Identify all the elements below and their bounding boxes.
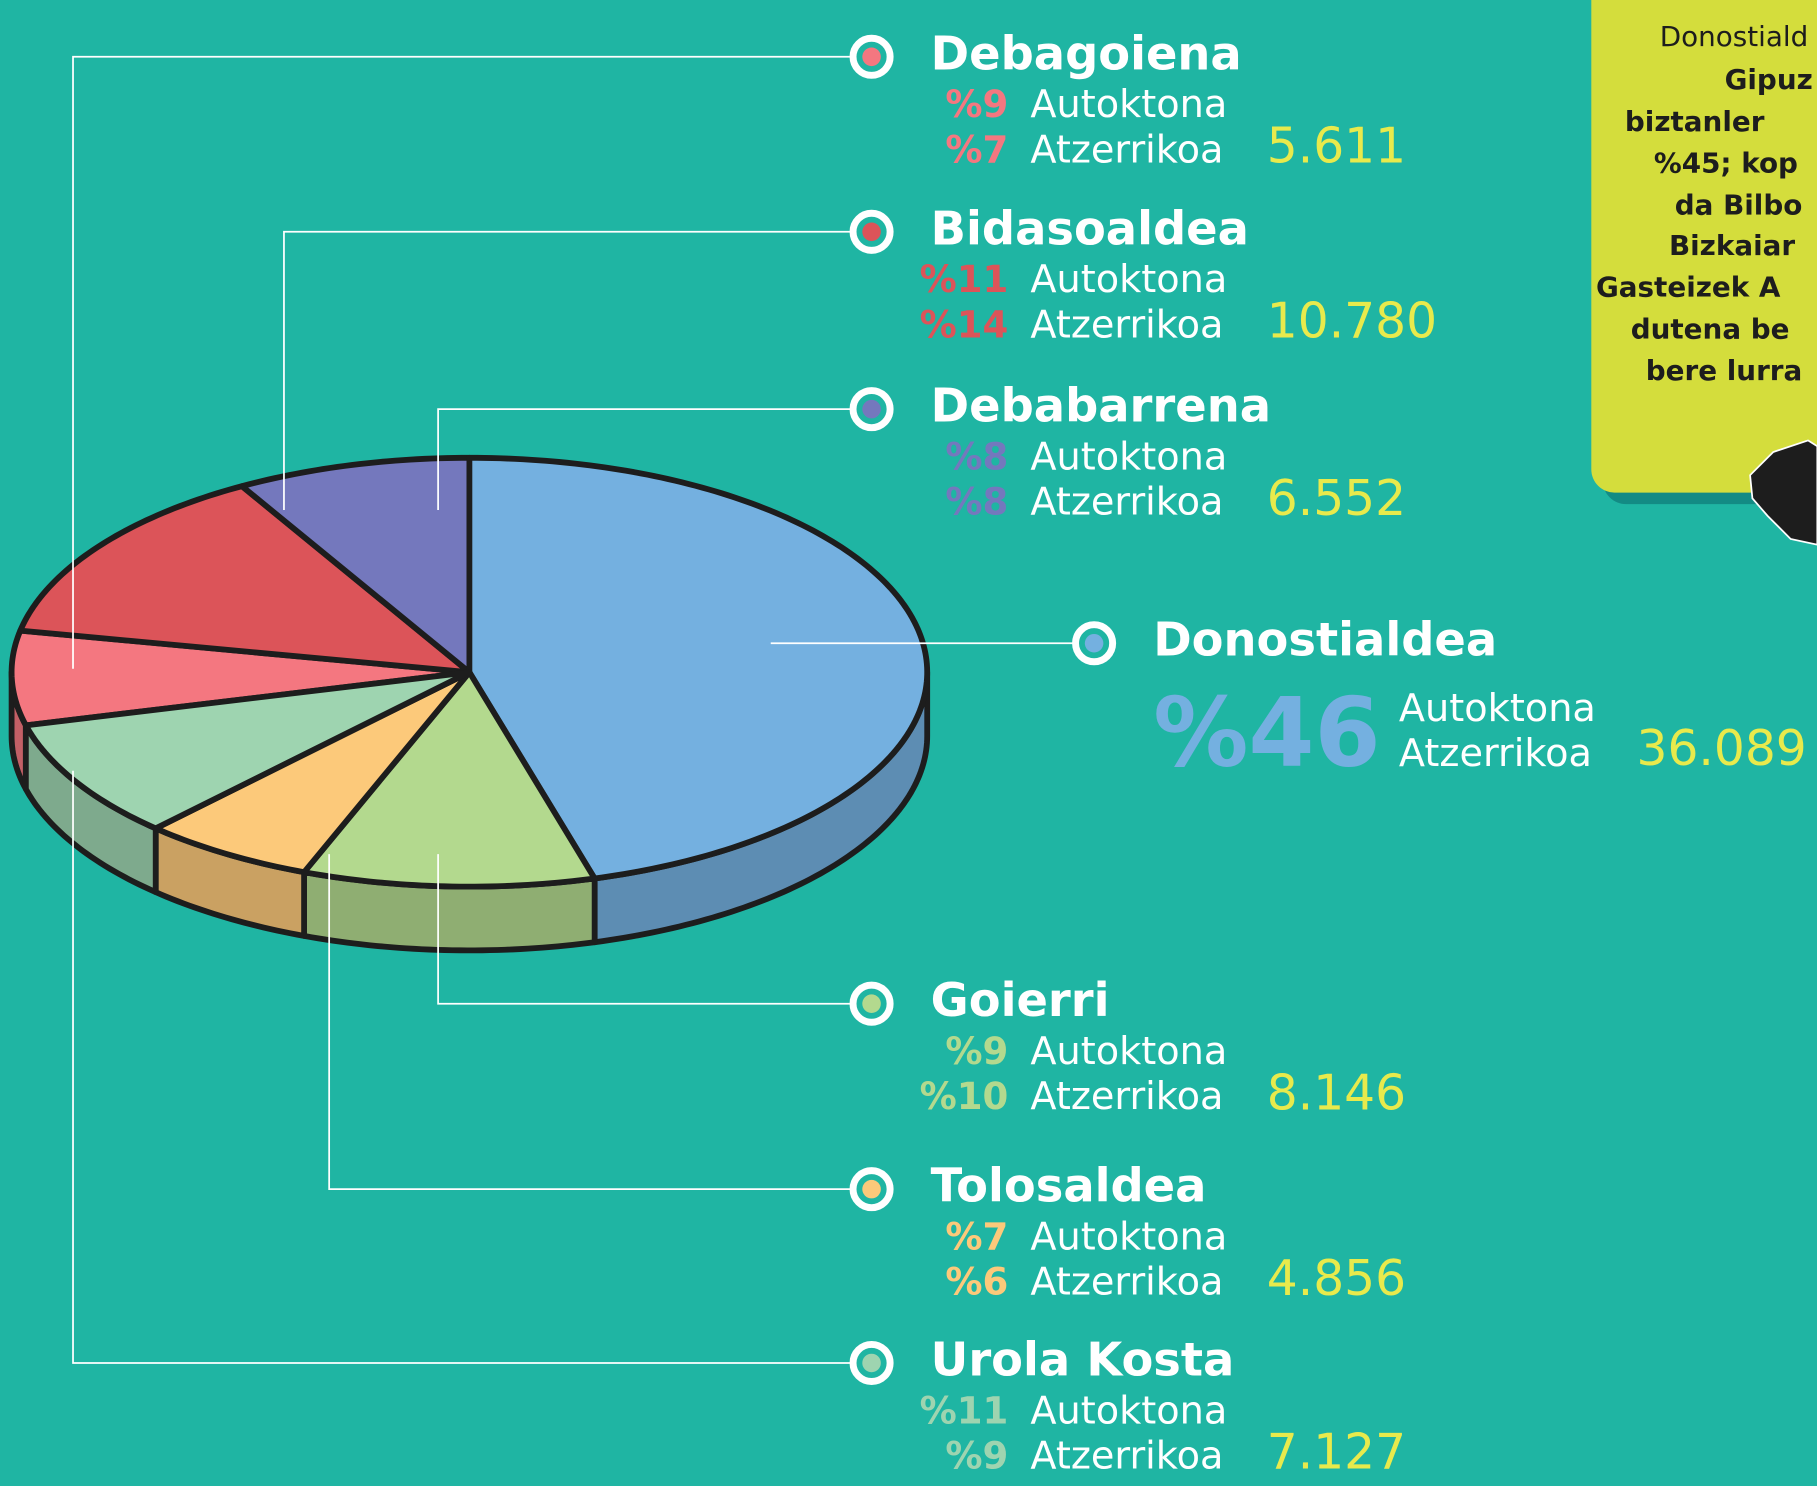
marker-dot (862, 1353, 881, 1373)
pie-tops (8, 454, 931, 890)
region-name: Tolosaldea (931, 1159, 1207, 1213)
chart-area: Donostiald Gipuz biztanler %45; kop da Bilbo… (8, 0, 1817, 1481)
note-line: biztanler (1625, 105, 1765, 138)
legend-word: Autoktona (1399, 687, 1596, 731)
region-name: Debagoiena (931, 26, 1242, 80)
share-label: %6 (945, 1261, 1008, 1304)
legend-word: Atzerrikoa (1030, 1261, 1223, 1305)
share-label: %9 (945, 1030, 1008, 1073)
marker-dot (862, 399, 881, 419)
note-line: Donostiald (1660, 20, 1809, 53)
count-label: 10.780 (1267, 294, 1437, 350)
share-label: %9 (945, 1435, 1008, 1478)
marker-dot (862, 1179, 881, 1199)
marker-dot (1084, 633, 1104, 653)
note-line: bere lurra (1646, 354, 1802, 387)
share-label: %8 (945, 435, 1008, 478)
share-label: %8 (945, 481, 1008, 524)
legend-word: Atzerrikoa (1399, 732, 1592, 776)
count-label: 36.089 (1637, 721, 1807, 777)
marker-dot (862, 222, 881, 242)
region-name: Bidasoaldea (931, 201, 1249, 255)
legend-word: Autoktona (1030, 435, 1227, 479)
pie-slice (152, 669, 473, 876)
leader-line (437, 854, 852, 1005)
note-box (1591, 0, 1817, 493)
legend-word: Autoktona (1030, 1215, 1227, 1259)
count-label: 8.146 (1267, 1065, 1406, 1121)
leader-line (72, 770, 852, 1364)
region-name: Urola Kosta (931, 1332, 1235, 1386)
region-name: Debabarrena (931, 379, 1271, 433)
legend-word: Autoktona (1030, 83, 1227, 127)
count-label: 7.127 (1267, 1425, 1406, 1481)
share-label: %7 (945, 128, 1008, 171)
marker-dot (862, 994, 881, 1013)
legend-word: Autoktona (1030, 1389, 1227, 1433)
map-icon (1749, 439, 1817, 546)
share-label: %11 (920, 1389, 1009, 1432)
legend-word: Atzerrikoa (1030, 303, 1223, 347)
share-label: %9 (945, 83, 1008, 126)
note-line: dutena be (1631, 312, 1790, 345)
share-label: %11 (920, 258, 1009, 301)
legend-word: Atzerrikoa (1030, 1075, 1223, 1119)
region-name: Goierri (931, 973, 1110, 1027)
pie-slice (17, 483, 473, 676)
note-line: Gipuz (1725, 63, 1813, 96)
count-label: 6.552 (1267, 471, 1406, 527)
legend-word: Autoktona (1030, 1030, 1227, 1074)
note-line: Bizkaiar (1669, 229, 1795, 262)
share-label: %7 (945, 1215, 1008, 1258)
pie-slice (301, 669, 598, 890)
leader-line (283, 230, 852, 510)
share-label: %14 (920, 303, 1009, 346)
note-line: Gasteizek A (1596, 271, 1781, 304)
region-name: Donostialdea (1153, 613, 1497, 667)
pie-sides (8, 669, 931, 954)
marker-dot (862, 47, 881, 67)
count-label: 5.611 (1267, 119, 1406, 175)
note-line: %45; kop (1654, 147, 1798, 180)
legend-word: Atzerrikoa (1030, 128, 1223, 172)
count-label: 4.856 (1267, 1251, 1406, 1307)
pie-slice (8, 627, 473, 729)
pie-slice (22, 669, 473, 832)
share-label: %46 (1153, 678, 1380, 788)
leader-line (328, 854, 852, 1191)
note-line: da Bilbo (1675, 188, 1803, 221)
legend-word: Autoktona (1030, 258, 1227, 302)
share-label: %10 (920, 1075, 1009, 1118)
legend-word: Atzerrikoa (1030, 1435, 1223, 1479)
leader-line (437, 408, 852, 510)
pie-slice (239, 454, 473, 676)
leader-line (72, 55, 852, 669)
legend-word: Atzerrikoa (1030, 481, 1223, 525)
